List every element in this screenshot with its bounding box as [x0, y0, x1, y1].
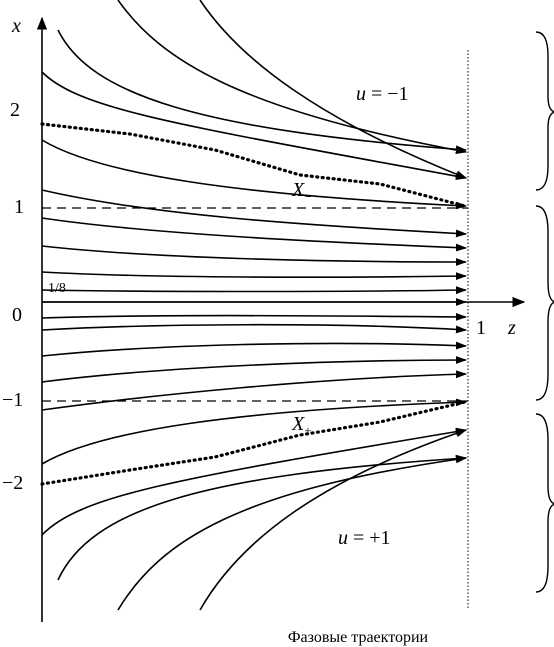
trajectory-2 [199, 0, 468, 179]
trajectory-13 [41, 323, 468, 334]
trajectory-17 [41, 398, 468, 465]
x-axis-label: x [11, 15, 21, 37]
trajectory-4 [41, 71, 468, 181]
trajectory-18 [41, 427, 468, 536]
z-axis-label: z [507, 317, 516, 339]
trajectory-12 [41, 313, 468, 321]
trajectory-5 [41, 139, 468, 210]
trajectory-8 [41, 245, 468, 266]
trajectory-15 [41, 356, 468, 383]
y-tick-1: 1 [14, 196, 24, 218]
brace-lower [535, 413, 554, 593]
trajectory-21 [117, 455, 468, 611]
switch-curve-lower [40, 400, 467, 486]
small-label-1-8: 1/8 [48, 281, 66, 296]
switch-curve-upper [40, 122, 467, 208]
trajectory-9 [41, 271, 468, 281]
region-upper-label: u = −1 [356, 83, 409, 105]
trajectory-1 [117, 0, 468, 155]
trajectory-16 [41, 370, 468, 411]
trajectory-19 [57, 454, 468, 581]
trajectory-10 [41, 286, 468, 295]
z-tick-label: 1 [476, 317, 486, 339]
trajectory-6 [41, 189, 468, 238]
y-tick-2: 2 [10, 99, 20, 121]
trajectory-14 [41, 341, 468, 357]
trajectory-20 [199, 429, 468, 611]
y-tick-0: 0 [12, 304, 22, 326]
switch-label-upper: X− [291, 179, 312, 204]
y-tick-m2: −2 [2, 472, 23, 494]
switch-label-lower: X+ [291, 413, 312, 438]
figure-caption: Фазовые траектории [288, 629, 429, 646]
brace-middle [535, 205, 554, 401]
trajectory-7 [41, 217, 468, 252]
brace-upper [535, 31, 554, 191]
region-lower-label: u = +1 [338, 527, 391, 549]
trajectory-3 [57, 29, 468, 154]
y-tick-m1: −1 [2, 389, 23, 411]
